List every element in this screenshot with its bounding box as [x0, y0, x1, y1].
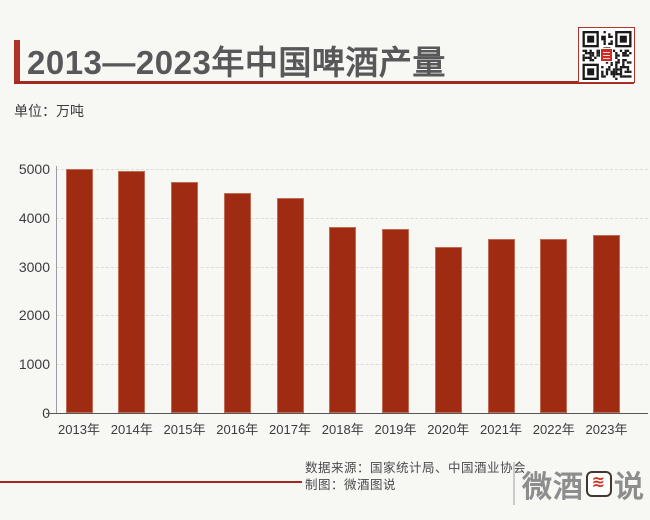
- x-tick-label: 2013年: [58, 422, 100, 437]
- y-tick-label: 0: [0, 405, 50, 421]
- x-tick-label: 2016年: [216, 422, 259, 437]
- footer-accent-line: [0, 481, 302, 483]
- y-tick-label: 4000: [18, 209, 50, 226]
- bar-2021年: [487, 239, 515, 413]
- unit-label: 单位：万吨: [14, 103, 84, 119]
- x-tick-label: 2022年: [532, 422, 575, 437]
- footer-credits: 数据来源：国家统计局、中国酒业协会 制图：微酒图说: [305, 460, 526, 493]
- bar-2017年: [276, 197, 304, 413]
- bar-2020年: [434, 246, 462, 413]
- title-accent-bar: [14, 40, 20, 83]
- x-tick-label: 2020年: [427, 422, 470, 437]
- x-axis-line: [46, 412, 648, 414]
- qr-code: [578, 27, 635, 83]
- y-tick-label: 1000: [18, 356, 50, 373]
- x-tick-label: 2023年: [585, 422, 628, 437]
- qr-center-logo: [600, 48, 613, 62]
- x-tick-label: 2019年: [374, 422, 417, 437]
- logo-text-pre: 微酒: [522, 470, 584, 504]
- bar-2019年: [382, 229, 409, 413]
- logo-text-post: 说: [614, 470, 645, 504]
- x-tick-label: 2014年: [110, 422, 153, 437]
- y-tick-label: 2000: [18, 307, 50, 324]
- y-tick-label: 5000: [18, 161, 50, 177]
- bar-2013年: [65, 169, 93, 413]
- title-underline: [14, 81, 634, 84]
- bar-2023年: [593, 234, 620, 413]
- x-tick-label: 2018年: [321, 422, 364, 437]
- page-title: 2013—2023年中国啤酒产量: [27, 44, 446, 81]
- bar-2014年: [118, 171, 146, 413]
- brand-logo: 微酒 ≋ 说: [522, 462, 645, 505]
- x-tick-label: 2015年: [163, 422, 206, 437]
- bar-2022年: [540, 238, 568, 413]
- footer-divider: [513, 462, 515, 505]
- data-source-text: 数据来源：国家统计局、中国酒业协会: [305, 461, 527, 475]
- x-tick-label: 2017年: [269, 422, 311, 437]
- chart-credit-text: 制图：微酒图说: [305, 477, 397, 492]
- bar-2018年: [329, 227, 357, 413]
- bar-2015年: [171, 182, 198, 413]
- y-tick-label: 3000: [18, 258, 50, 275]
- y-axis-line: [56, 166, 57, 413]
- bar-2016年: [223, 192, 251, 413]
- logo-wave-icon: ≋: [586, 470, 612, 497]
- x-tick-label: 2021年: [480, 422, 522, 437]
